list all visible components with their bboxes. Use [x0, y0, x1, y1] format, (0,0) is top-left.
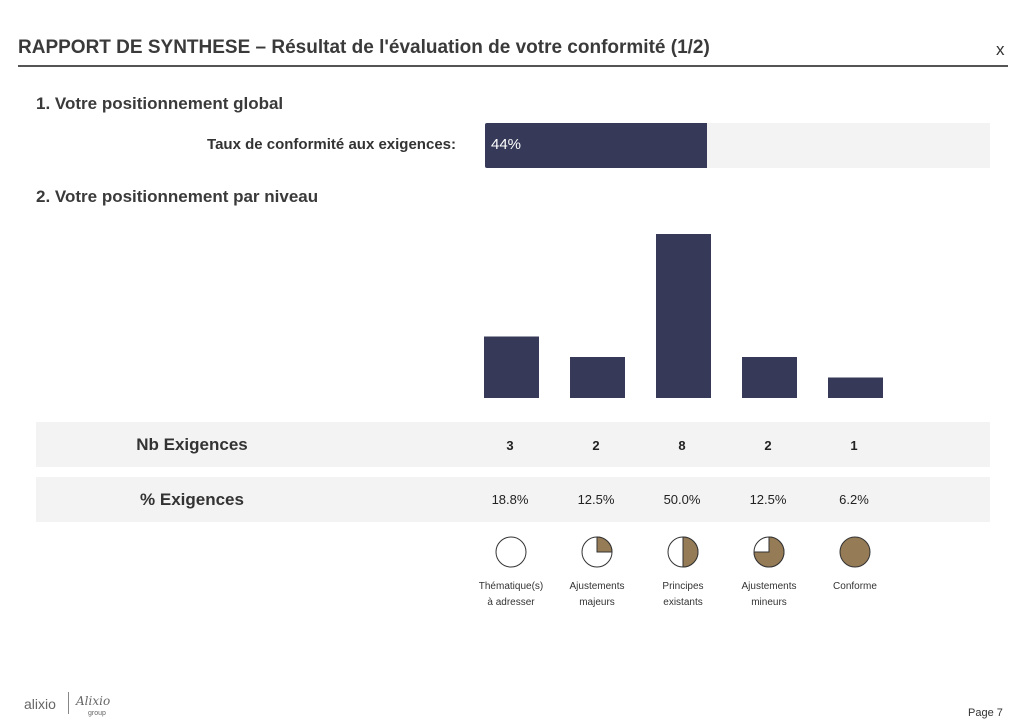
compliance-rate-value: 44% — [491, 136, 522, 153]
svg-text:group: group — [88, 710, 106, 717]
harvey-ball-three-quarter-icon — [753, 536, 785, 568]
legend-label-ajustements-mineurs: Ajustements mineurs — [741, 581, 797, 608]
title-divider — [18, 65, 1008, 67]
pct-cell: 12.5% — [749, 492, 787, 507]
harvey-ball-empty-icon — [495, 536, 527, 568]
section-heading-global: 1. Votre positionnement global — [36, 94, 284, 113]
nb-cell: 3 — [506, 438, 514, 453]
chart-bar — [570, 357, 625, 398]
harvey-ball-full-icon — [839, 536, 871, 568]
compliance-rate-label: Taux de conformité aux exigences: — [207, 136, 456, 153]
chart-bar — [742, 357, 797, 398]
compliance-rate-fill — [485, 123, 707, 168]
compliance-rate-bar: 44% — [485, 123, 990, 168]
chart-bar — [656, 234, 711, 398]
nb-cell: 8 — [678, 438, 686, 453]
alixio-logo: alixio Alixio group — [24, 692, 110, 717]
level-bar-chart — [484, 234, 883, 398]
pct-exigences-row — [36, 477, 990, 522]
harvey-ball-half-icon — [667, 536, 699, 568]
harvey-ball-quarter-icon — [581, 536, 613, 568]
nb-exigences-title: Nb Exigences — [136, 435, 248, 454]
page-title: RAPPORT DE SYNTHESE – Résultat de l'éval… — [18, 37, 710, 58]
legend-label-conforme: Conforme — [833, 581, 877, 592]
svg-text:Alixio: Alixio — [75, 694, 110, 708]
nb-exigences-row — [36, 422, 990, 467]
legend-label-principes-existants: Principes existants — [662, 581, 704, 608]
pct-cell: 12.5% — [577, 492, 615, 507]
legend-label-thematiques: Thématique(s) à adresser — [478, 581, 544, 608]
page-number: Page 7 — [968, 707, 1003, 719]
nb-cell: 2 — [592, 438, 600, 453]
pct-cell: 6.2% — [839, 492, 869, 507]
pct-cell: 18.8% — [491, 492, 529, 507]
nb-cell: 2 — [764, 438, 772, 453]
chart-bar — [828, 377, 883, 398]
section-heading-level: 2. Votre positionnement par niveau — [36, 187, 319, 206]
svg-text:alixio: alixio — [24, 696, 56, 712]
close-button[interactable]: x — [996, 40, 1005, 59]
pct-cell: 50.0% — [663, 492, 701, 507]
nb-cell: 1 — [850, 438, 858, 453]
pct-exigences-title: % Exigences — [140, 490, 244, 509]
chart-bar — [484, 336, 539, 398]
legend-label-ajustements-majeurs: Ajustements majeurs — [569, 581, 625, 608]
